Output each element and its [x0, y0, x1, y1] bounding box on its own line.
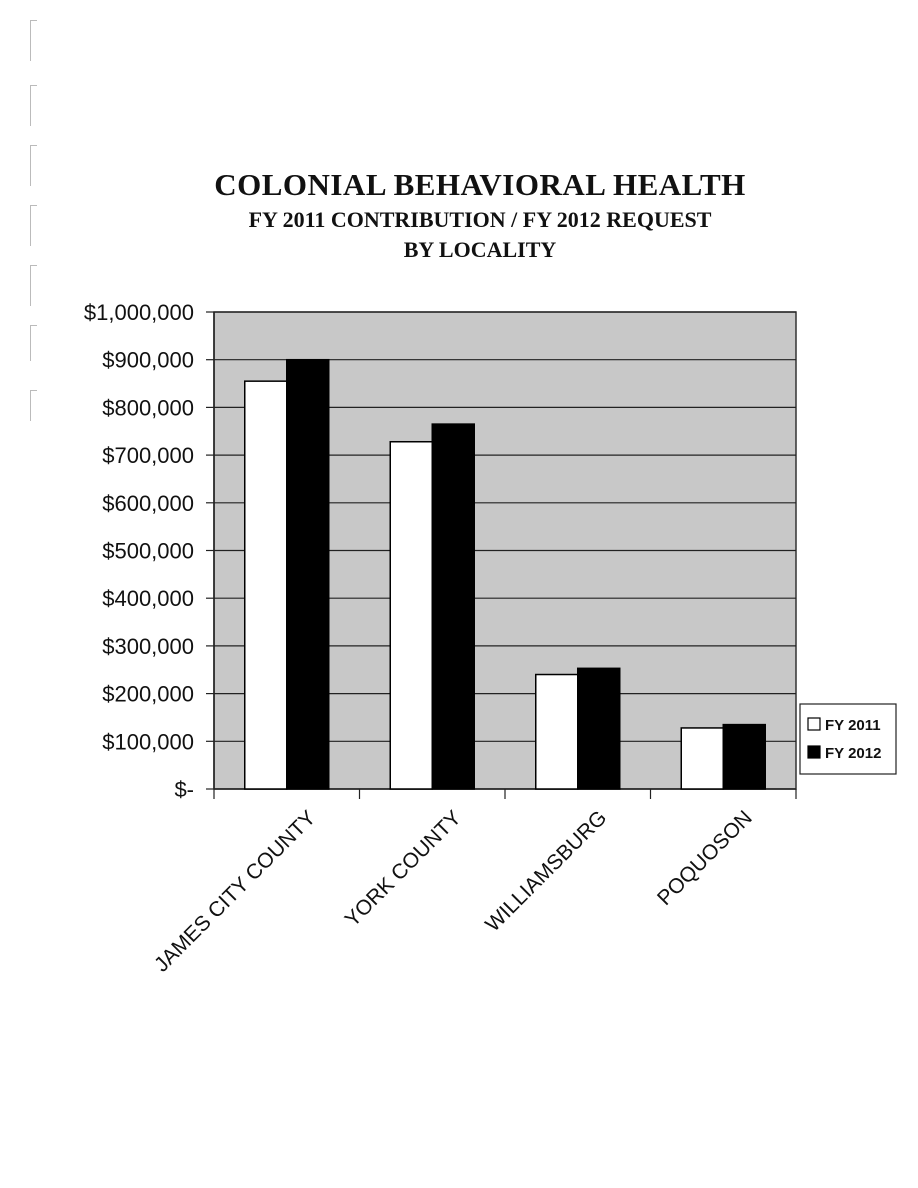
bar-fy-2012: [431, 423, 475, 790]
legend-swatch: [807, 717, 821, 731]
legend-swatch: [807, 745, 821, 759]
x-category-label: POQUOSON: [653, 806, 757, 910]
scan-mark: [30, 20, 37, 61]
chart-subtitle-1: FY 2011 CONTRIBUTION / FY 2012 REQUEST: [248, 207, 712, 232]
scan-mark: [30, 325, 37, 361]
y-tick-label: $200,000: [102, 682, 194, 707]
scan-mark: [30, 390, 37, 421]
y-tick-label: $500,000: [102, 539, 194, 564]
x-category-label: WILLIAMSBURG: [481, 806, 611, 936]
x-category-label: JAMES CITY COUNTY: [150, 806, 320, 976]
y-tick-label: $100,000: [102, 729, 194, 754]
y-tick-label: $400,000: [102, 586, 194, 611]
bar-fy-2011: [535, 673, 579, 790]
legend-label: FY 2012: [825, 745, 881, 762]
y-tick-label: $800,000: [102, 395, 194, 420]
chart-title-block: COLONIAL BEHAVIORAL HEALTH FY 2011 CONTR…: [140, 165, 820, 265]
chart-title: COLONIAL BEHAVIORAL HEALTH: [214, 167, 746, 202]
legend-box: [799, 703, 897, 775]
y-tick-label: $300,000: [102, 634, 194, 659]
bar-fy-2012: [577, 667, 621, 790]
x-category-label: YORK COUNTY: [341, 806, 466, 931]
bar-fy-2012: [286, 358, 330, 790]
bar-fy-2011: [389, 440, 433, 790]
y-tick-label: $-: [174, 777, 194, 802]
y-tick-label: $900,000: [102, 348, 194, 373]
chart-subtitle-2: BY LOCALITY: [403, 237, 557, 262]
scan-mark: [30, 145, 37, 186]
legend-label: FY 2011: [825, 717, 881, 734]
y-tick-label: $700,000: [102, 443, 194, 468]
bar-fy-2011: [244, 380, 288, 790]
scan-mark: [30, 205, 37, 246]
bar-fy-2011: [680, 727, 724, 790]
y-tick-label: $1,000,000: [84, 300, 194, 325]
y-tick-label: $600,000: [102, 491, 194, 516]
scan-mark: [30, 265, 37, 306]
bar-fy-2012: [722, 723, 766, 790]
scan-mark: [30, 85, 37, 126]
